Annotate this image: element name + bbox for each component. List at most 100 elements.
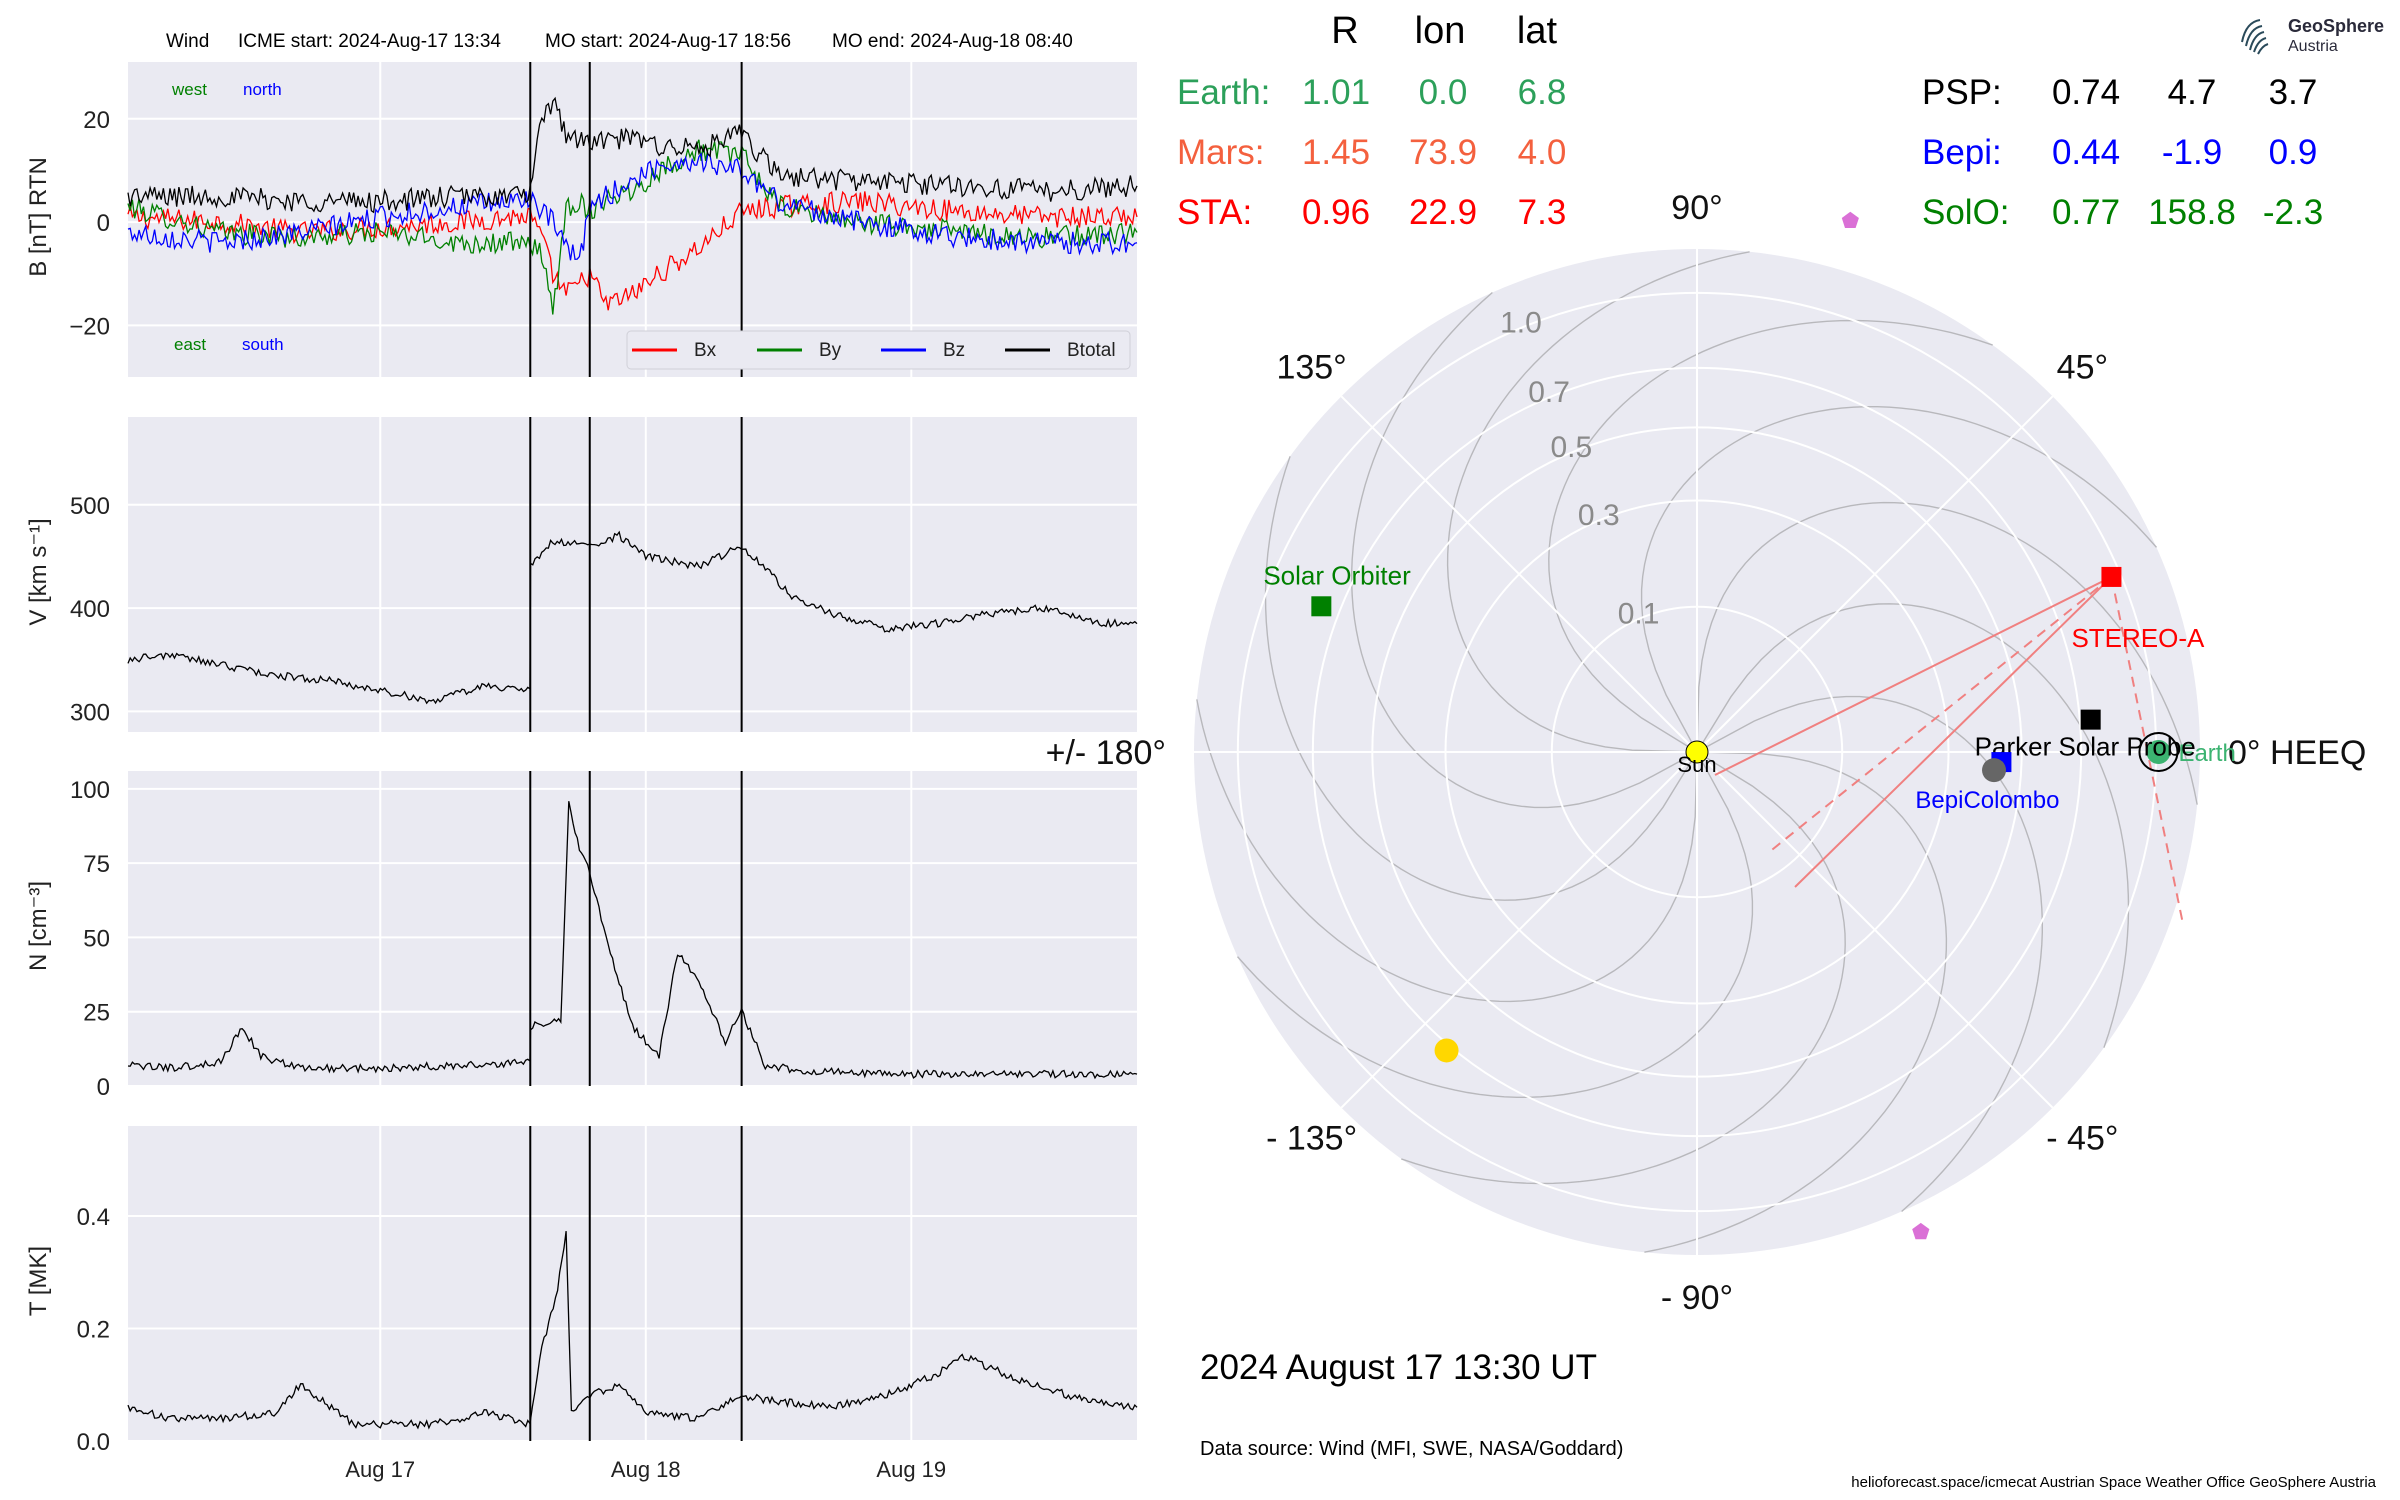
- radial-tick-label: 0.3: [1578, 499, 1620, 532]
- series-N: [127, 801, 1138, 1080]
- object-pentagon-lower: [1912, 1222, 1930, 1240]
- y-tick-label: 0.4: [77, 1204, 110, 1231]
- legend-label-Bz: Bz: [943, 340, 965, 361]
- left-row-lon: 0.0: [1419, 73, 1468, 112]
- angle-label: 0° HEEQ: [2228, 734, 2366, 772]
- right-row-lon: 4.7: [2168, 73, 2217, 112]
- legend-label-Bx: Bx: [694, 340, 717, 361]
- y-tick-label: 500: [70, 493, 110, 520]
- time-series-panels: 20 0 −20 B [nT] RTN west north east south Bx By Bz…: [25, 62, 1138, 1482]
- radial-tick-label: 0.1: [1618, 597, 1660, 630]
- x-tick-label: Aug 17: [345, 1457, 415, 1482]
- left-row-R: 1.01: [1302, 73, 1370, 112]
- angle-gridline: [1696, 751, 2054, 1109]
- column-header: lat: [1517, 10, 1558, 52]
- angle-label: +/- 180°: [1046, 734, 1166, 772]
- left-row-R: 1.45: [1302, 133, 1370, 172]
- left-row-R: 0.96: [1302, 193, 1370, 232]
- y-axis-label: V [km s⁻¹]: [25, 518, 52, 625]
- logo-name: GeoSphere: [2288, 16, 2385, 36]
- object-venus: [1434, 1038, 1459, 1063]
- panel-background: [128, 1126, 1137, 1441]
- angle-label: - 90°: [1661, 1279, 1733, 1317]
- left-row-label: Earth:: [1177, 73, 1270, 112]
- angle-gridline: [1340, 395, 1698, 753]
- fov-line: [1794, 576, 2113, 888]
- right-row-lon: 158.8: [2148, 193, 2236, 232]
- series-Btotal: [127, 96, 1138, 214]
- geosphere-logo: GeoSphere Austria: [2236, 12, 2386, 62]
- right-row-R: 0.77: [2052, 193, 2120, 232]
- marker: [2146, 740, 2171, 764]
- header-spacecraft: Wind: [166, 31, 209, 52]
- left-row-lon: 22.9: [1409, 193, 1477, 232]
- radial-tick-label: 0.7: [1528, 376, 1570, 409]
- fov-line: [1767, 576, 2113, 854]
- object-earth: Earth: [2138, 732, 2236, 772]
- y-tick-label: 400: [70, 596, 110, 623]
- panel-speed: 500 400 300 V [km s⁻¹]: [25, 417, 1138, 732]
- angle-gridline: [1696, 395, 2054, 753]
- object-parker-solar-probe: Parker Solar Probe: [1975, 709, 2196, 762]
- series-Bz: [127, 152, 1138, 261]
- series-By: [127, 139, 1138, 315]
- object-label: Sun: [1677, 752, 1716, 777]
- marker: [1982, 758, 2007, 783]
- left-row-lat: 6.8: [1518, 73, 1567, 112]
- series-V: [127, 530, 1138, 705]
- y-tick-label: 300: [70, 699, 110, 726]
- marker: [2101, 566, 2122, 587]
- y-tick-label: 0.2: [77, 1317, 110, 1344]
- object-mercury: [1982, 758, 2007, 783]
- object-sun: Sun: [1677, 740, 1717, 777]
- left-row-lat: 7.3: [1518, 193, 1567, 232]
- panel-background: [128, 771, 1137, 1086]
- left-row-lon: 73.9: [1409, 133, 1477, 172]
- object-solar-orbiter: Solar Orbiter: [1263, 560, 1411, 617]
- date-label: 2024 August 17 13:30 UT: [1200, 1348, 1597, 1387]
- header-icme-start: ICME start: 2024-Aug-17 13:34: [238, 31, 501, 52]
- y-axis-label: N [cm⁻³]: [25, 881, 52, 971]
- y-axis-label: B [nT] RTN: [25, 157, 52, 277]
- footer-credits: helioforecast.space/icmecat Austrian Spa…: [1851, 1474, 2376, 1491]
- legend-box: [626, 330, 1131, 370]
- y-tick-label: 100: [70, 777, 110, 804]
- y-tick-label: 50: [83, 925, 110, 952]
- object-mars: [1841, 211, 1859, 228]
- panel-temperature: 0.4 0.2 0.0 T [MK] Aug 17 Aug 18 Aug 19: [25, 1126, 1138, 1482]
- right-row-lat: 0.9: [2269, 133, 2318, 172]
- legend-label-By: By: [819, 340, 842, 361]
- x-tick-label: Aug 18: [611, 1457, 681, 1482]
- angle-label: 90°: [1671, 189, 1722, 227]
- panel-density: 100 75 50 25 0 N [cm⁻³]: [25, 771, 1138, 1101]
- right-row-lon: -1.9: [2162, 133, 2222, 172]
- right-row-label: SolO:: [1922, 193, 2010, 232]
- logo-icon: [2241, 19, 2269, 55]
- angle-label: 135°: [1276, 349, 1346, 387]
- y-tick-label: −20: [69, 313, 110, 340]
- label-east: east: [174, 335, 206, 354]
- data-source: Data source: Wind (MFI, SWE, NASA/Goddar…: [1200, 1438, 1623, 1460]
- y-tick-label: 0: [97, 1074, 110, 1101]
- header-mo-end: MO end: 2024-Aug-18 08:40: [832, 31, 1073, 52]
- y-tick-label: 20: [83, 107, 110, 134]
- radial-tick-label: 0.5: [1551, 431, 1593, 464]
- column-header: lon: [1415, 10, 1466, 52]
- right-row-R: 0.44: [2052, 133, 2120, 172]
- right-row-label: PSP:: [1922, 73, 2002, 112]
- panel-magnetic_field: 20 0 −20 B [nT] RTN west north east south Bx By Bz…: [25, 62, 1138, 377]
- object-label: STEREO-A: [2071, 623, 2205, 653]
- marker: [1311, 596, 1332, 617]
- angle-label: - 135°: [1266, 1119, 1357, 1157]
- header-mo-start: MO start: 2024-Aug-17 18:56: [545, 31, 791, 52]
- legend: Bx By Bz Btotal: [626, 330, 1131, 370]
- label-west: west: [171, 80, 207, 99]
- label-north: north: [243, 80, 282, 99]
- marker: [1912, 1222, 1930, 1240]
- object-bepicolombo: BepiColombo: [1915, 752, 2060, 814]
- fov-line: [1714, 576, 2112, 776]
- left-row-label: Mars:: [1177, 133, 1265, 172]
- logo-subtitle: Austria: [2288, 38, 2338, 55]
